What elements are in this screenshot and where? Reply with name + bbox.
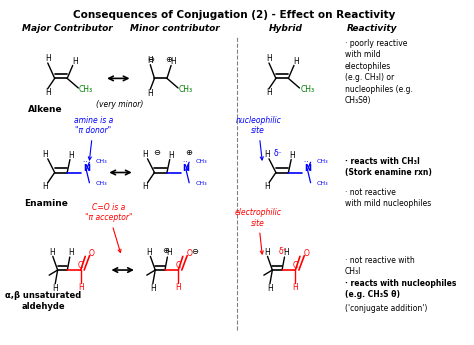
Text: ⊕: ⊕ [185,148,192,157]
Text: · reacts with CH₃I
(Stork enamine rxn): · reacts with CH₃I (Stork enamine rxn) [345,157,432,177]
Text: Minor contributor: Minor contributor [130,24,220,33]
Text: CH₃: CH₃ [195,181,207,186]
Text: H: H [43,183,48,191]
Text: ⊖: ⊖ [191,247,198,256]
Text: H: H [283,248,289,257]
Text: H: H [147,56,153,65]
Text: H: H [293,57,299,66]
Text: N: N [182,164,190,173]
Text: CH₃: CH₃ [95,181,107,186]
Text: H: H [166,248,172,257]
Text: H: H [78,283,83,292]
Text: · poorly reactive
with mild
electophiles
(e.g. CH₃I) or
nucleophiles (e.g.
CH₃Sθ: · poorly reactive with mild electophiles… [345,39,413,105]
Text: CH₃: CH₃ [195,159,207,164]
Text: H: H [43,150,48,159]
Text: C: C [78,262,83,270]
Text: Enamine: Enamine [24,199,68,208]
Text: δ⁻: δ⁻ [274,149,283,158]
Text: O: O [89,249,95,258]
Text: H: H [45,88,51,97]
Text: H: H [72,57,78,66]
Text: amine is a
"π donor": amine is a "π donor" [74,116,113,160]
Text: H: H [68,151,74,160]
Text: ··: ·· [304,159,311,165]
Text: ⊕: ⊕ [162,246,169,255]
Text: H: H [267,284,273,293]
Text: H: H [266,55,272,63]
Text: ⊖: ⊖ [147,55,155,64]
Text: H: H [290,151,295,160]
Text: H: H [146,248,152,257]
Text: H: H [45,55,51,63]
Text: H: H [292,283,298,292]
Text: CH₃: CH₃ [300,85,314,94]
Text: ··: ·· [182,159,189,165]
Text: (very minor): (very minor) [96,100,143,109]
Text: H: H [266,88,272,97]
Text: H: H [68,248,74,257]
Text: ··: ·· [83,159,90,165]
Text: electrophilic
site: electrophilic site [235,208,282,254]
Text: H: H [143,150,148,159]
Text: H: H [150,284,155,293]
Text: δ⁺: δ⁺ [279,247,287,256]
Text: N: N [83,164,90,173]
Text: O: O [186,249,192,258]
Text: α,β unsaturated
aldehyde: α,β unsaturated aldehyde [5,291,82,310]
Text: C: C [293,262,298,270]
Text: H: H [264,150,270,159]
Text: H: H [147,89,153,98]
Text: ⊕: ⊕ [165,55,173,64]
Text: Alkene: Alkene [28,105,63,114]
Text: Hybrid: Hybrid [269,24,303,33]
Text: Major Contributor: Major Contributor [22,24,112,33]
Text: Consequences of Conjugation (2) - Effect on Reactivity: Consequences of Conjugation (2) - Effect… [73,10,395,20]
Text: · not reactive
with mild nucleophiles: · not reactive with mild nucleophiles [345,188,431,208]
Text: CH₃: CH₃ [79,85,93,94]
Text: N: N [304,164,311,173]
Text: · not reactive with
CH₃I: · not reactive with CH₃I [345,256,415,276]
Text: CH₃: CH₃ [317,159,328,164]
Text: CH₃: CH₃ [95,159,107,164]
Text: ('conjugate addition'): ('conjugate addition') [345,304,428,313]
Text: C=O is a
"π acceptor": C=O is a "π acceptor" [85,203,132,253]
Text: Reactivity: Reactivity [347,24,398,33]
Text: H: H [264,248,270,257]
Text: ⊖: ⊖ [153,148,160,157]
Text: H: H [171,57,176,66]
Text: CH₃: CH₃ [179,85,193,94]
Text: H: H [49,248,55,257]
Text: C: C [176,262,181,270]
Text: H: H [143,183,148,191]
Text: H: H [264,183,270,191]
Text: nucleophilic
site: nucleophilic site [235,116,281,160]
Text: H: H [52,284,58,293]
Text: · reacts with nucleophiles
(e.g. CH₃S θ): · reacts with nucleophiles (e.g. CH₃S θ) [345,279,456,299]
Text: CH₃: CH₃ [317,181,328,186]
Text: O: O [303,249,310,258]
Text: H: H [168,151,174,160]
Text: H: H [175,283,181,292]
